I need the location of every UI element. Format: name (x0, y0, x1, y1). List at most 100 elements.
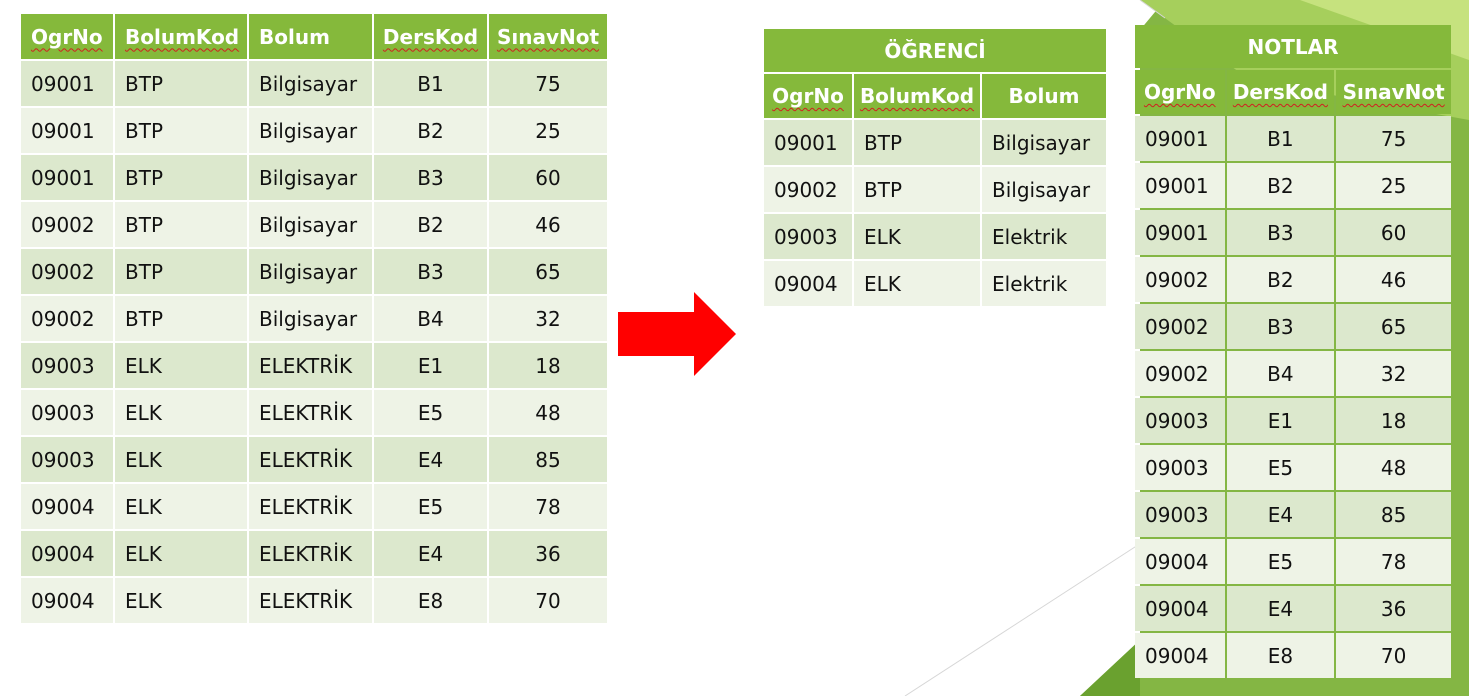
main-table-row: 09004 ELK ELEKTRİK E5 78 (21, 484, 607, 529)
main-cell: 75 (489, 61, 607, 106)
main-cell: 46 (489, 202, 607, 247)
notlar-title: NOTLAR (1135, 25, 1451, 68)
main-cell: ELK (115, 390, 247, 435)
notlar-cell: 09004 (1135, 539, 1225, 584)
main-cell: Bilgisayar (249, 202, 372, 247)
notlar-cell: B4 (1226, 351, 1335, 396)
main-cell: BTP (115, 202, 247, 247)
main-cell: Bilgisayar (249, 155, 372, 200)
notlar-cell: B2 (1226, 257, 1335, 302)
main-cell: ELEKTRİK (249, 578, 372, 623)
ogrenci-cell: ELK (854, 214, 980, 259)
notlar-cell: 09004 (1135, 633, 1225, 678)
main-table-row: 09002 BTP Bilgisayar B4 32 (21, 296, 607, 341)
main-cell: E4 (374, 437, 487, 482)
main-cell: ELK (115, 343, 247, 388)
main-cell: 09002 (21, 202, 113, 247)
notlar-cell: 60 (1336, 210, 1451, 255)
notlar-table-row: 09002 B2 46 (1135, 257, 1451, 302)
main-cell: ELEKTRİK (249, 390, 372, 435)
main-cell: ELEKTRİK (249, 343, 372, 388)
notlar-cell: 09003 (1135, 398, 1225, 443)
main-cell: 09003 (21, 437, 113, 482)
notlar-cell: 78 (1336, 539, 1451, 584)
main-cell: E5 (374, 390, 487, 435)
main-cell: ELK (115, 531, 247, 576)
main-cell: 09004 (21, 484, 113, 529)
main-cell: ELEKTRİK (249, 437, 372, 482)
main-table-row: 09003 ELK ELEKTRİK E5 48 (21, 390, 607, 435)
main-table-row: 09003 ELK ELEKTRİK E1 18 (21, 343, 607, 388)
ogrenci-cell: Bilgisayar (982, 167, 1107, 212)
ogrenci-header-bolum: Bolum (982, 74, 1107, 118)
notlar-cell: B1 (1226, 116, 1335, 161)
notlar-cell: E1 (1226, 398, 1335, 443)
main-table-header-row: OgrNo BolumKod Bolum DersKod SınavNot (21, 14, 607, 59)
notlar-table-row: 09001 B3 60 (1135, 210, 1451, 255)
main-cell: 25 (489, 108, 607, 153)
main-cell: ELK (115, 578, 247, 623)
main-header-derskod: DersKod (374, 14, 487, 59)
main-cell: B3 (374, 155, 487, 200)
main-cell: ELEKTRİK (249, 531, 372, 576)
notlar-cell: 25 (1336, 163, 1451, 208)
main-cell: BTP (115, 155, 247, 200)
ogrenci-table: ÖĞRENCİ OgrNo BolumKod Bolum 09001 BTP Bil… (762, 27, 1108, 308)
notlar-table-row: 09004 E5 78 (1135, 539, 1451, 584)
notlar-cell: 09001 (1135, 210, 1225, 255)
main-table-row: 09001 BTP Bilgisayar B1 75 (21, 61, 607, 106)
main-table-row: 09004 ELK ELEKTRİK E4 36 (21, 531, 607, 576)
main-table-row: 09001 BTP Bilgisayar B2 25 (21, 108, 607, 153)
ogrenci-title: ÖĞRENCİ (764, 29, 1107, 72)
notlar-cell: E5 (1226, 539, 1335, 584)
main-cell: BTP (115, 108, 247, 153)
ogrenci-header-row: OgrNo BolumKod Bolum (764, 74, 1107, 118)
ogrenci-cell: Bilgisayar (982, 120, 1107, 165)
main-cell: 09001 (21, 108, 113, 153)
notlar-cell: 75 (1336, 116, 1451, 161)
notlar-cell: 85 (1336, 492, 1451, 537)
notlar-cell: 09003 (1135, 445, 1225, 490)
ogrenci-cell: 09002 (764, 167, 852, 212)
notlar-header-sinavnot: SınavNot (1336, 70, 1451, 114)
main-cell: 09001 (21, 61, 113, 106)
arrow-right-icon (618, 292, 736, 376)
thin-deco-line (904, 544, 1139, 696)
notlar-cell: E4 (1226, 586, 1335, 631)
notlar-table-row: 09001 B2 25 (1135, 163, 1451, 208)
main-cell: E5 (374, 484, 487, 529)
main-table-row: 09002 BTP Bilgisayar B3 65 (21, 249, 607, 294)
main-cell: E4 (374, 531, 487, 576)
notlar-cell: E4 (1226, 492, 1335, 537)
ogrenci-cell: 09001 (764, 120, 852, 165)
ogrenci-cell: ELK (854, 261, 980, 306)
notlar-cell: 48 (1336, 445, 1451, 490)
dark-green-shape (1080, 640, 1140, 696)
main-table-row: 09003 ELK ELEKTRİK E4 85 (21, 437, 607, 482)
main-cell: BTP (115, 296, 247, 341)
main-cell: 36 (489, 531, 607, 576)
main-cell: B1 (374, 61, 487, 106)
notlar-header-ogrno: OgrNo (1135, 70, 1225, 114)
notlar-cell: B3 (1226, 304, 1335, 349)
main-cell: 09003 (21, 390, 113, 435)
notlar-table-row: 09004 E8 70 (1135, 633, 1451, 678)
main-cell: Bilgisayar (249, 296, 372, 341)
ogrenci-cell: 09004 (764, 261, 852, 306)
main-cell: B4 (374, 296, 487, 341)
notlar-table-row: 09001 B1 75 (1135, 116, 1451, 161)
notlar-cell: 09001 (1135, 116, 1225, 161)
ogrenci-cell: 09003 (764, 214, 852, 259)
main-cell: 09004 (21, 531, 113, 576)
main-cell: ELK (115, 437, 247, 482)
main-cell: 09002 (21, 296, 113, 341)
ogrenci-cell: BTP (854, 167, 980, 212)
notlar-table-row: 09004 E4 36 (1135, 586, 1451, 631)
notlar-cell: 65 (1336, 304, 1451, 349)
notlar-cell: B3 (1226, 210, 1335, 255)
ogrenci-table-row: 09003 ELK Elektrik (764, 214, 1107, 259)
main-table-row: 09004 ELK ELEKTRİK E8 70 (21, 578, 607, 623)
main-cell: ELEKTRİK (249, 484, 372, 529)
main-cell: E1 (374, 343, 487, 388)
ogrenci-table-row: 09001 BTP Bilgisayar (764, 120, 1107, 165)
